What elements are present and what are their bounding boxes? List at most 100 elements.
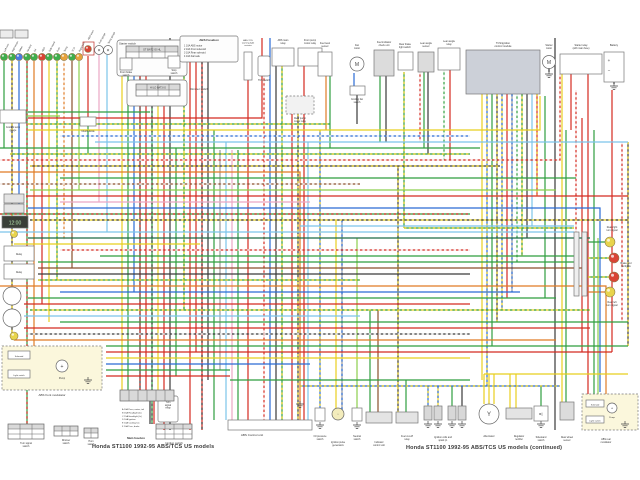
component-label: Front brake switch xyxy=(120,71,133,77)
component-label: Stop switch xyxy=(171,69,178,75)
battery-positive: + xyxy=(608,58,611,63)
component-label: Light switch xyxy=(13,374,25,377)
control-unit-ground xyxy=(296,401,304,408)
stop-switch xyxy=(167,55,181,69)
component-label: Light switch xyxy=(589,420,601,423)
front-pump: + xyxy=(55,359,69,373)
svg-text:▸|: ▸| xyxy=(539,411,542,416)
tcs-ignition-control-module xyxy=(465,49,541,95)
component-label: Lean angle sensor xyxy=(420,42,433,48)
rear-brake-light-switch xyxy=(397,51,414,71)
component-label: Cooling fan switch xyxy=(351,98,364,104)
starter-motor: M xyxy=(542,55,556,69)
dash-label: TCS xyxy=(71,46,76,52)
component-label: ABS-TCS warning light resistor xyxy=(242,39,255,47)
front-light-switch xyxy=(7,369,31,379)
legend-line: 1 10A ABS motor xyxy=(184,45,202,48)
fuel-indicator-check-unit xyxy=(373,49,395,77)
neutral-switch xyxy=(351,407,363,422)
lamp-high-beam xyxy=(8,53,16,61)
ignition-switch-table xyxy=(155,423,193,440)
headlight-low xyxy=(2,308,22,328)
legend-line: C 15A Headlight (hi) xyxy=(122,415,142,418)
ignition-coil-1 xyxy=(423,405,433,421)
abs-tcs-warning-resistor xyxy=(243,51,253,81)
lean-angle-sensor xyxy=(417,51,435,73)
fuel-level-sensor xyxy=(317,51,333,77)
dash-label: Right turn xyxy=(78,41,86,52)
starter-switch-table xyxy=(125,45,179,59)
component-label: Turn signal switch xyxy=(20,442,32,448)
legend-line: F 10A Turn, brake xyxy=(122,425,140,428)
lamp-meter xyxy=(15,53,23,61)
component-label: Rear brake light switch xyxy=(399,43,411,49)
dash-label: Meter xyxy=(18,45,24,52)
svg-text:M: M xyxy=(355,62,359,68)
component-label: Indicator control unit xyxy=(373,441,385,447)
main-fusebox-strip xyxy=(119,389,175,402)
component-label: ABS main relay xyxy=(278,39,289,45)
rear-pump-motor-relay xyxy=(285,95,315,115)
component-label: Dimmer switch xyxy=(190,87,209,91)
component-label: Horn switch xyxy=(88,440,95,446)
abs-main-relay xyxy=(271,47,295,67)
svg-text:+: + xyxy=(61,364,64,370)
component-label: Fan motor xyxy=(354,44,360,50)
component-label: Solenoid xyxy=(591,405,600,407)
component-label: Coolant temp gauge xyxy=(6,126,21,132)
lamp-sidestand xyxy=(45,53,53,61)
component-label: Lean angle relay xyxy=(443,40,456,46)
component-label: ABS Control unit xyxy=(241,433,263,437)
rear-connector-1 xyxy=(573,231,580,297)
component-label: Pump xyxy=(609,417,615,419)
component-label: Brake and tail lights xyxy=(621,262,633,268)
legend-line: 4 10A Fail safe xyxy=(184,55,200,58)
rear-wheel-sensor xyxy=(559,401,575,421)
front-brake-switch xyxy=(119,57,133,71)
fuel-gauge: ✕ xyxy=(94,45,104,55)
component-label: Rear wheel sensor xyxy=(561,436,574,442)
svg-text:◦: ◦ xyxy=(337,411,339,416)
lamp-tcs xyxy=(68,53,76,61)
component-label: Solenoid xyxy=(15,356,24,358)
component-label: Oil pressure switch xyxy=(314,435,328,441)
plug-ground-4 xyxy=(458,421,466,428)
plug-ground-3 xyxy=(448,421,456,428)
dash-label: ABS xyxy=(41,46,46,52)
connector-d xyxy=(3,203,25,214)
connector-b xyxy=(14,29,29,39)
component-label: Alternator xyxy=(483,434,494,438)
position-lamp xyxy=(10,230,18,238)
component-label: Fuel level sensor xyxy=(320,42,331,48)
caption-left: Honda ST1100 1992-95 ABS/TCS US models xyxy=(92,444,215,450)
component-label: Ignition pulse generators xyxy=(331,441,346,447)
lamp-right-turn xyxy=(75,53,83,61)
lamp-neutral xyxy=(23,53,31,61)
plug-ground-2 xyxy=(434,421,442,428)
clutch-diode xyxy=(79,116,97,127)
abs-fusebox xyxy=(179,35,239,63)
fan-motor: M xyxy=(349,56,365,72)
horn-switch-table xyxy=(83,427,99,439)
component-label: ABS front modulator xyxy=(38,393,65,397)
fuel-cutoff-relay xyxy=(395,411,419,424)
rear-pump: + xyxy=(606,402,618,414)
component-label: Neutral switch xyxy=(353,435,361,441)
svg-text:Y: Y xyxy=(487,412,491,418)
legend-line: E 10A Cooling fan xyxy=(122,422,140,425)
battery xyxy=(603,51,625,83)
wire xyxy=(28,96,541,131)
lamp-abs xyxy=(38,53,46,61)
warning-lamp-frame xyxy=(82,41,95,56)
svg-text:M: M xyxy=(547,60,551,66)
neutral-switch-ground xyxy=(353,422,361,429)
svg-text:✕: ✕ xyxy=(97,47,100,52)
component-label: Pump xyxy=(59,377,66,380)
component-label: Battery xyxy=(610,43,619,47)
alternator: Y xyxy=(478,403,500,425)
dash-label: Fuel xyxy=(56,47,61,53)
table-header: ST BAT2 IG HL xyxy=(143,48,161,52)
dash-label: Neutral xyxy=(26,44,32,53)
lean-angle-relay xyxy=(437,47,461,71)
